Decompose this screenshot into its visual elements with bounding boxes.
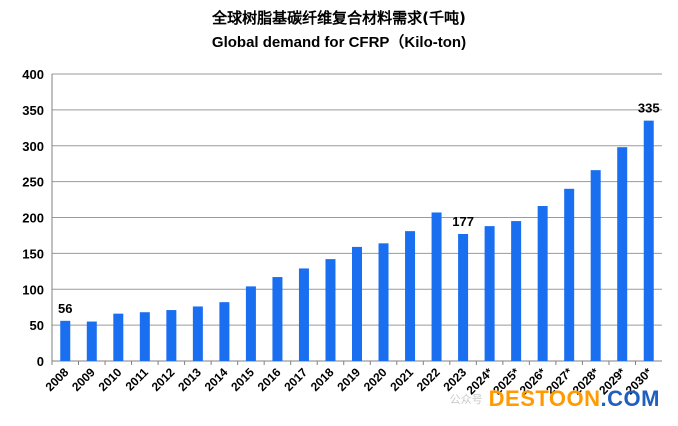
data-labels: 56 177 335: [58, 101, 660, 316]
bar: [298, 268, 309, 361]
watermark-logo: DESTOON.COM: [489, 386, 660, 412]
chart-subtitle: Global demand for CFRP（Kilo-ton): [212, 33, 466, 51]
y-tick-label: 0: [37, 354, 44, 369]
bar: [86, 321, 97, 361]
data-label: 56: [58, 301, 72, 316]
bar: [431, 212, 442, 361]
watermark-logo-part2: .COM: [600, 386, 660, 411]
bar: [219, 302, 230, 361]
bar: [113, 313, 124, 361]
y-tick-label: 400: [22, 67, 44, 82]
y-tick-label: 50: [30, 318, 44, 333]
y-tick-label: 150: [22, 246, 44, 261]
bar: [378, 243, 389, 361]
watermark-ghost-text: 公众号: [449, 393, 483, 406]
chart-title: 全球树脂基碳纤维复合材料需求(千吨): [211, 9, 466, 27]
watermark: 公众号 DESTOON.COM: [449, 386, 660, 412]
bar: [484, 226, 495, 361]
y-tick-label: 100: [22, 282, 44, 297]
y-tick-label: 250: [22, 175, 44, 190]
bar: [272, 277, 283, 361]
data-label: 335: [638, 101, 660, 116]
bar: [139, 312, 150, 361]
data-label: 177: [452, 214, 474, 229]
bar: [617, 147, 628, 361]
bar: [511, 221, 522, 361]
bar: [590, 170, 601, 361]
y-tick-label: 300: [22, 139, 44, 154]
bar: [245, 286, 256, 361]
bar: [60, 320, 71, 361]
bar: [564, 188, 575, 361]
bar: [352, 246, 362, 361]
bar: [537, 206, 548, 361]
bar: [405, 231, 416, 361]
bar: [643, 120, 654, 361]
bar: [458, 234, 469, 361]
watermark-logo-part1: DESTOON: [488, 386, 601, 411]
bar: [325, 259, 336, 361]
y-tick-label: 200: [22, 211, 44, 226]
y-tick-labels: 0 50 100 150 200 250 300 350 400: [22, 67, 44, 369]
bar: [166, 310, 177, 361]
y-tick-label: 350: [22, 103, 44, 118]
bar: [192, 306, 203, 361]
bars: [60, 120, 654, 361]
